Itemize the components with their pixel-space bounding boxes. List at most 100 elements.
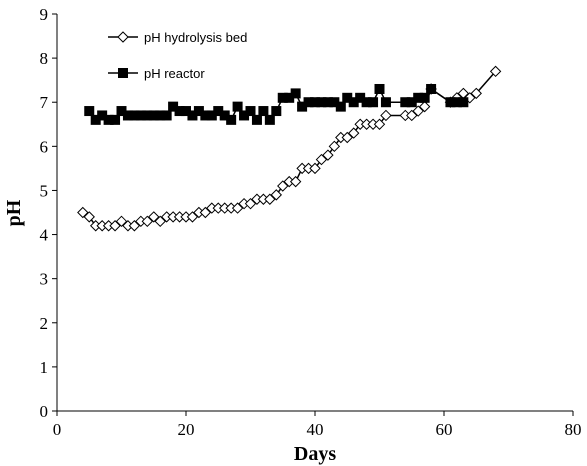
square-marker	[316, 97, 327, 108]
square-marker	[406, 97, 417, 108]
y-tick-label: 9	[40, 5, 49, 24]
x-tick-label: 20	[178, 420, 195, 439]
x-tick-label: 40	[307, 420, 324, 439]
square-marker	[232, 101, 243, 112]
square-marker	[187, 110, 198, 121]
square-marker	[258, 106, 269, 117]
square-marker	[193, 106, 204, 117]
diamond-marker	[83, 211, 95, 223]
y-tick-label: 1	[40, 358, 49, 377]
diamond-marker	[264, 193, 276, 205]
square-marker	[426, 83, 437, 94]
diamond-marker	[231, 202, 244, 214]
y-axis-label: pH	[3, 199, 25, 226]
diamond-marker	[380, 109, 392, 122]
square-marker	[181, 106, 191, 117]
x-tick-label: 0	[53, 420, 62, 439]
square-marker	[348, 97, 359, 108]
diamond-marker	[270, 189, 283, 201]
y-tick-label: 3	[40, 270, 49, 289]
square-marker	[419, 92, 430, 103]
diamond-marker	[309, 162, 321, 175]
square-marker	[451, 97, 462, 108]
diamond-marker	[154, 215, 166, 228]
square-marker	[361, 97, 372, 108]
square-marker	[458, 97, 469, 108]
square-marker	[277, 92, 288, 103]
square-marker	[148, 110, 159, 121]
diamond-marker	[115, 215, 128, 228]
square-marker	[374, 83, 385, 94]
diamond-marker	[412, 105, 424, 117]
x-tick-label: 80	[565, 420, 582, 439]
legend-label: pH reactor	[144, 66, 205, 81]
square-marker	[213, 106, 224, 117]
square-marker	[310, 97, 320, 108]
diamond-marker	[328, 140, 341, 153]
square-marker	[335, 101, 346, 112]
square-marker	[245, 106, 256, 117]
y-tick-label: 6	[40, 137, 49, 156]
square-marker	[413, 92, 424, 103]
diamond-marker	[373, 118, 386, 130]
y-tick-label: 4	[40, 226, 49, 245]
y-tick-label: 7	[40, 93, 49, 112]
y-tick-label: 0	[40, 402, 49, 421]
diamond-marker	[199, 206, 212, 219]
square-marker	[206, 110, 217, 121]
diamond-marker	[77, 206, 89, 219]
square-marker	[342, 92, 353, 103]
diamond-marker	[186, 211, 199, 223]
square-marker	[380, 97, 391, 108]
square-marker	[290, 88, 301, 99]
diamond-marker	[406, 109, 418, 122]
legend-label: pH hydrolysis bed	[144, 30, 247, 45]
square-marker	[135, 110, 146, 121]
square-marker	[297, 101, 308, 112]
square-marker	[226, 114, 237, 125]
square-marker	[122, 110, 133, 121]
square-marker	[239, 110, 250, 121]
square-marker	[161, 110, 172, 121]
square-marker	[168, 101, 179, 112]
square-marker	[110, 114, 121, 125]
diamond-marker	[289, 175, 302, 188]
square-marker	[264, 114, 275, 125]
square-marker	[445, 97, 456, 108]
square-marker	[97, 110, 108, 121]
square-marker	[174, 106, 185, 117]
diamond-marker	[315, 153, 328, 166]
square-marker	[271, 106, 282, 117]
square-marker	[103, 114, 114, 125]
legend-marker	[118, 68, 128, 78]
diamond-marker	[148, 211, 160, 223]
square-marker	[155, 110, 166, 121]
square-marker	[251, 114, 262, 125]
square-marker	[303, 97, 314, 108]
diamond-marker	[347, 127, 360, 139]
square-marker	[219, 110, 230, 121]
diamond-marker	[470, 87, 482, 100]
square-marker	[116, 106, 127, 117]
diamond-marker	[109, 220, 121, 232]
diamond-marker	[341, 131, 353, 144]
square-marker	[284, 92, 295, 103]
square-marker	[84, 106, 95, 117]
y-tick-label: 2	[40, 314, 49, 333]
square-marker	[90, 114, 101, 125]
diamond-marker	[244, 197, 257, 210]
y-tick-label: 8	[40, 49, 49, 68]
square-marker	[200, 110, 211, 121]
diamond-marker	[277, 180, 289, 192]
x-tick-label: 60	[436, 420, 453, 439]
diamond-marker	[322, 149, 334, 161]
diamond-marker	[418, 100, 431, 113]
square-marker	[329, 97, 340, 108]
square-marker	[322, 97, 333, 108]
square-marker	[142, 110, 153, 121]
square-marker	[355, 92, 366, 103]
square-marker	[129, 110, 140, 121]
diamond-marker	[141, 215, 154, 228]
